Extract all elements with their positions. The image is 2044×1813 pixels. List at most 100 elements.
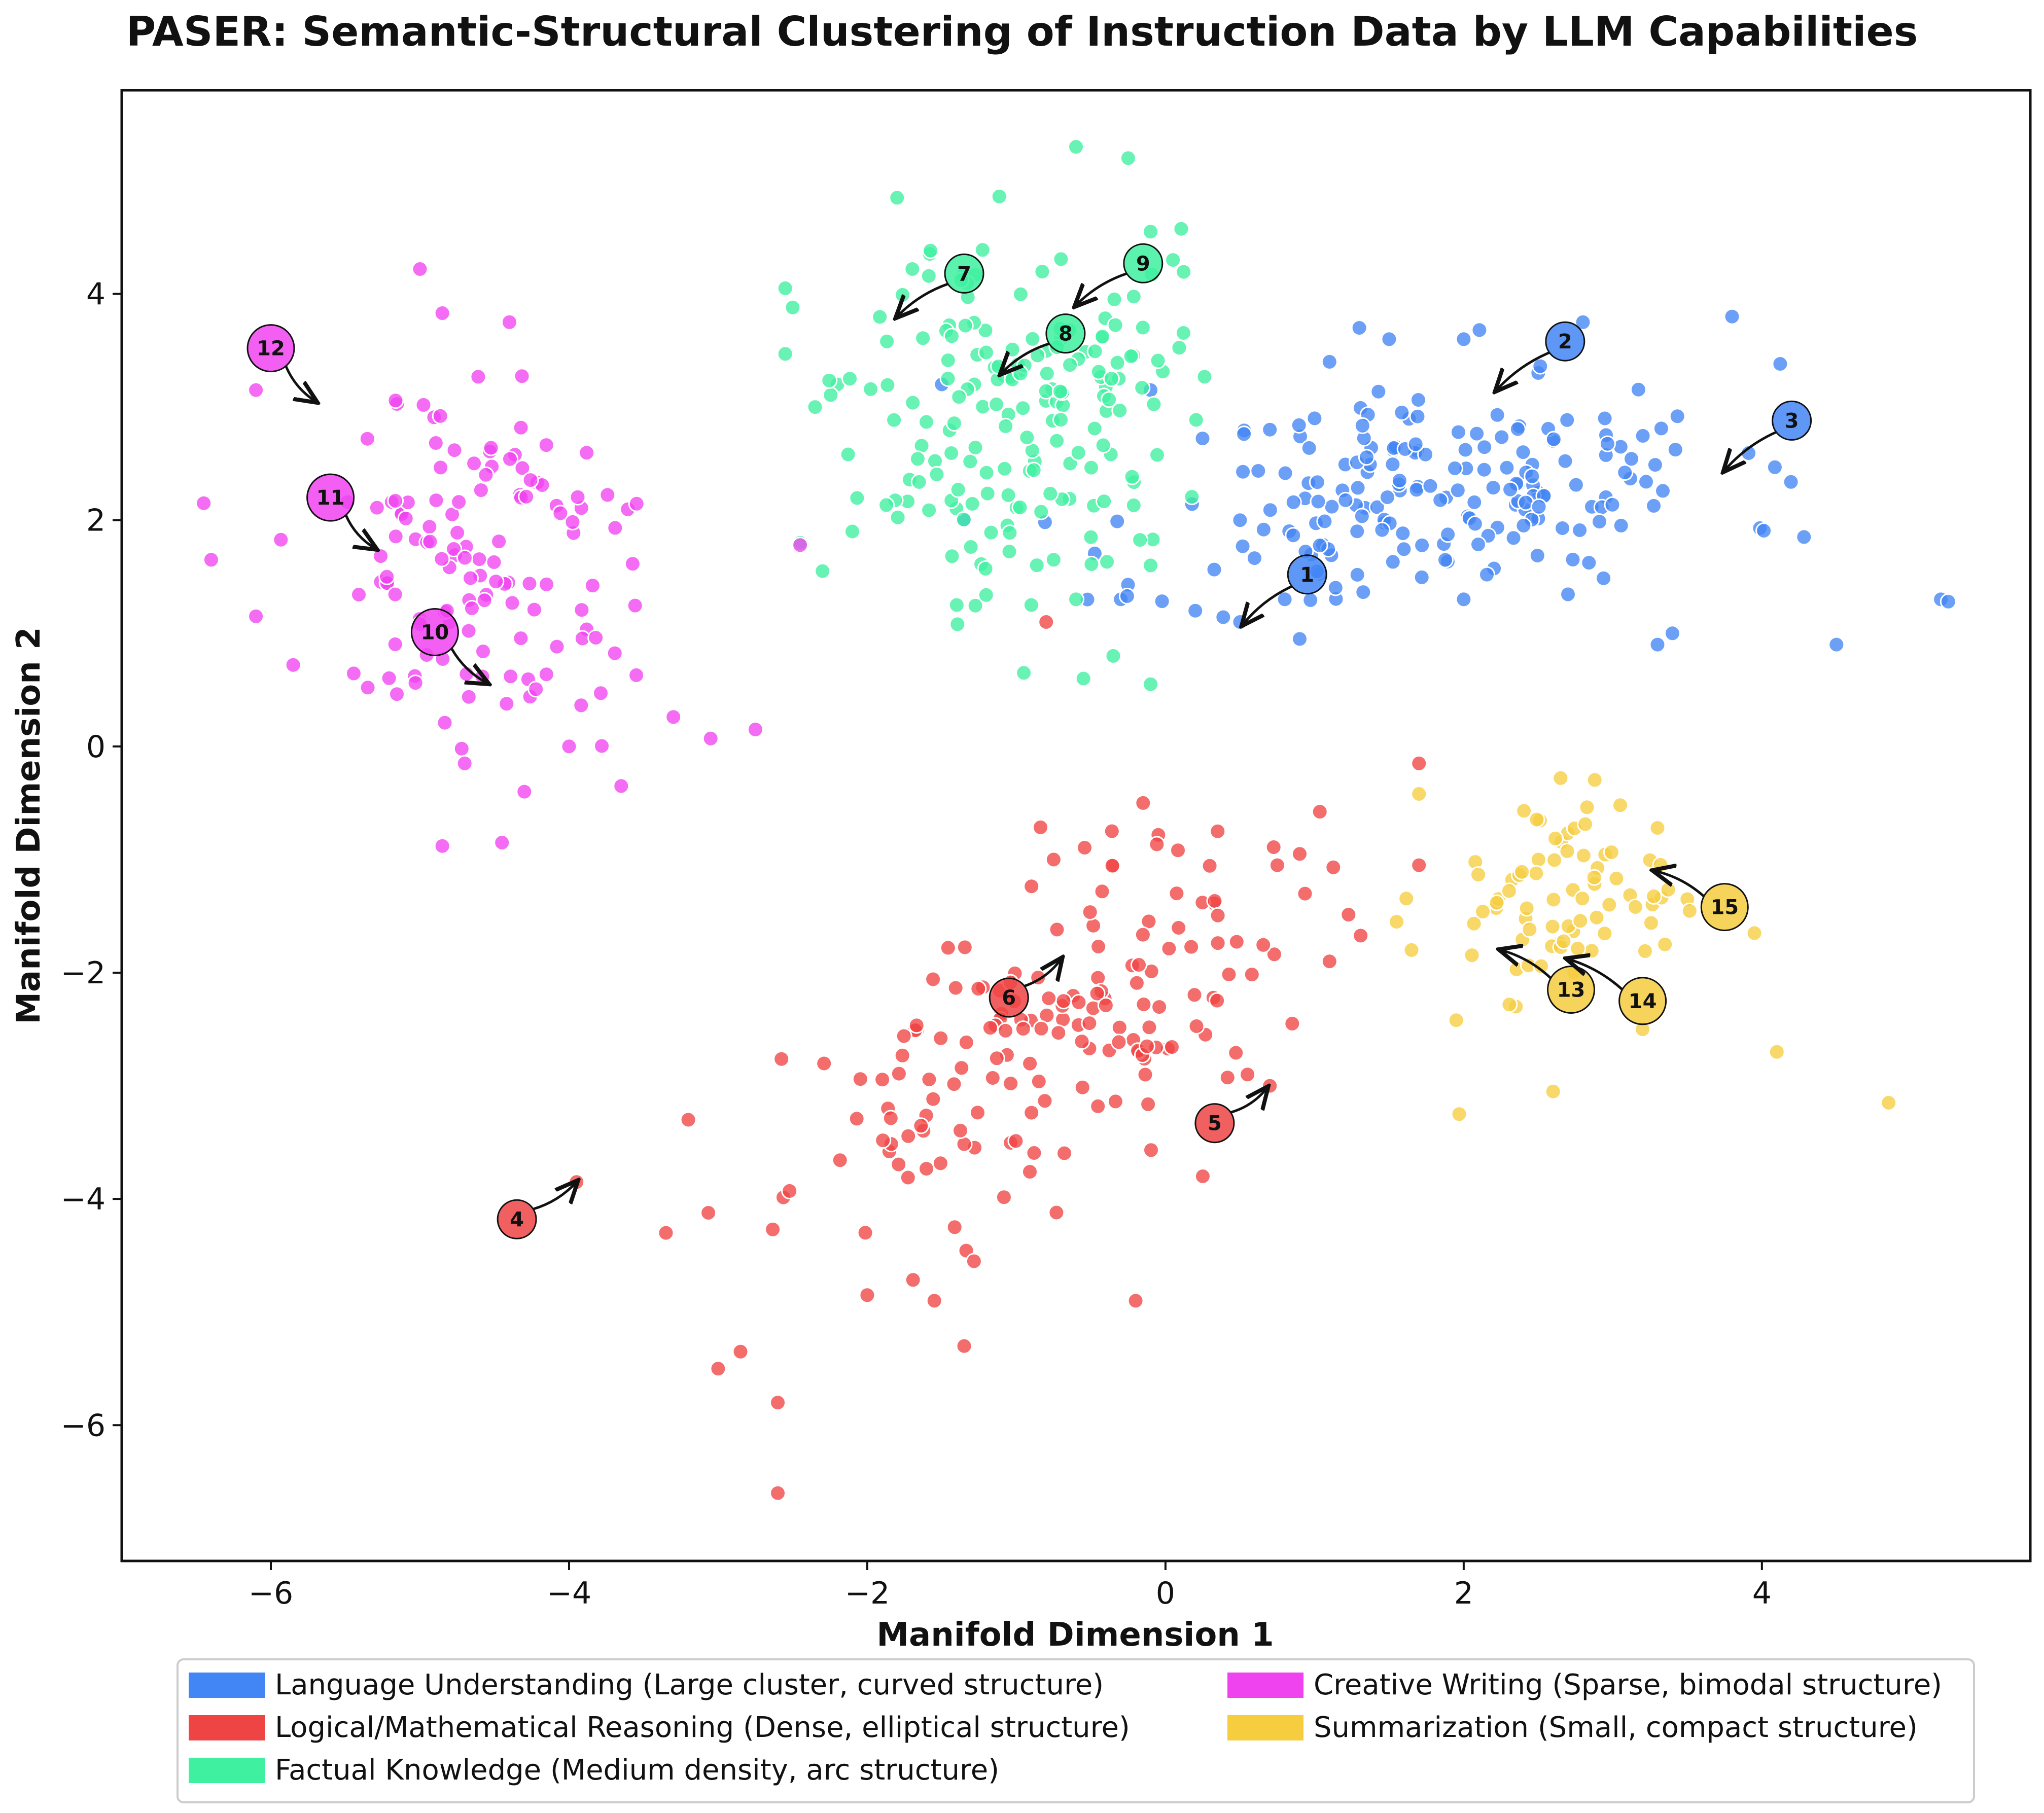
data-point <box>995 1189 1012 1206</box>
data-point <box>1516 802 1533 820</box>
data-point <box>470 368 487 385</box>
annotation-arrow <box>1024 959 1061 987</box>
data-point <box>1089 1097 1107 1115</box>
data-point <box>380 669 398 687</box>
data-point <box>1370 383 1387 400</box>
data-point <box>777 345 794 363</box>
data-point <box>1187 411 1205 429</box>
data-point <box>1151 999 1168 1016</box>
data-point <box>1652 420 1670 437</box>
data-point <box>918 1160 935 1178</box>
data-point <box>1002 1075 1019 1092</box>
data-point <box>1411 755 1428 772</box>
data-point <box>1074 1079 1091 1096</box>
data-point <box>1209 992 1226 1009</box>
data-point <box>1128 974 1145 991</box>
data-point <box>1048 921 1066 938</box>
data-point <box>814 562 831 580</box>
data-point <box>1474 903 1491 920</box>
data-point <box>460 622 477 639</box>
data-point <box>476 592 493 609</box>
data-point <box>1160 940 1178 957</box>
data-point <box>538 576 555 593</box>
data-point <box>573 697 590 714</box>
data-point <box>977 560 994 577</box>
data-point <box>1544 918 1561 935</box>
data-point <box>894 286 911 303</box>
data-point <box>482 439 500 456</box>
annotation-badge <box>989 977 1029 1018</box>
data-point <box>1082 528 1100 546</box>
annotation-badge <box>1700 883 1749 932</box>
data-point <box>943 548 961 565</box>
data-point <box>1123 468 1141 485</box>
data-point <box>1475 461 1493 478</box>
data-point <box>1243 966 1260 983</box>
data-point <box>462 570 479 587</box>
data-point <box>1349 566 1366 583</box>
data-point <box>1545 891 1562 908</box>
data-point <box>1545 431 1562 448</box>
data-point <box>434 837 451 855</box>
data-point <box>359 430 376 447</box>
data-point <box>926 1292 943 1309</box>
data-point <box>908 1017 925 1034</box>
data-point <box>900 1127 917 1145</box>
annotation-badge <box>1618 977 1667 1025</box>
data-point <box>1134 926 1151 943</box>
data-point <box>502 450 518 468</box>
data-point <box>1493 429 1510 446</box>
data-point <box>1413 568 1430 586</box>
data-point <box>1090 363 1107 380</box>
annotation-arrow <box>285 365 316 402</box>
annotation-label: 15 <box>1710 896 1739 919</box>
data-point <box>411 261 429 277</box>
data-point <box>996 460 1013 477</box>
legend-label: Summarization (Small, compact structure) <box>1314 1711 1918 1744</box>
data-point <box>1591 513 1608 530</box>
data-point <box>1290 416 1308 434</box>
data-point <box>607 519 624 537</box>
data-point <box>1574 890 1591 907</box>
data-point <box>1255 521 1272 538</box>
data-point <box>1268 857 1286 874</box>
x-tick-label: −6 <box>249 1576 293 1611</box>
data-point <box>1638 473 1654 490</box>
data-point <box>665 708 682 726</box>
data-point <box>606 645 623 662</box>
data-point <box>1094 328 1111 345</box>
data-point <box>1165 252 1182 269</box>
plot-frame <box>120 89 2032 1562</box>
data-point <box>909 450 926 468</box>
data-point <box>1642 914 1660 932</box>
data-point <box>910 473 928 490</box>
data-point <box>1081 904 1099 921</box>
data-point <box>1132 531 1149 549</box>
data-point <box>871 308 889 326</box>
data-point <box>1746 925 1763 942</box>
data-point <box>1052 251 1070 268</box>
data-point <box>1414 537 1431 554</box>
data-point <box>925 971 942 988</box>
data-point <box>1667 441 1684 458</box>
annotation-label: 1 <box>1300 563 1314 587</box>
data-point <box>680 1111 697 1128</box>
data-point <box>1544 1083 1562 1100</box>
data-point <box>415 396 432 413</box>
annotation-arrow <box>1076 272 1127 305</box>
data-point <box>1795 528 1813 546</box>
data-point <box>857 1224 874 1241</box>
data-point <box>1026 1145 1043 1161</box>
data-point <box>1104 857 1121 874</box>
data-point <box>1228 933 1245 950</box>
data-point <box>921 1071 938 1088</box>
data-point <box>1596 925 1613 942</box>
legend-label: Language Understanding (Large cluster, c… <box>275 1668 1104 1701</box>
data-point <box>859 1287 876 1304</box>
data-point <box>564 513 581 530</box>
data-point <box>852 1071 869 1088</box>
data-point <box>1175 325 1192 341</box>
data-point <box>1616 464 1634 481</box>
data-point <box>1300 439 1318 456</box>
